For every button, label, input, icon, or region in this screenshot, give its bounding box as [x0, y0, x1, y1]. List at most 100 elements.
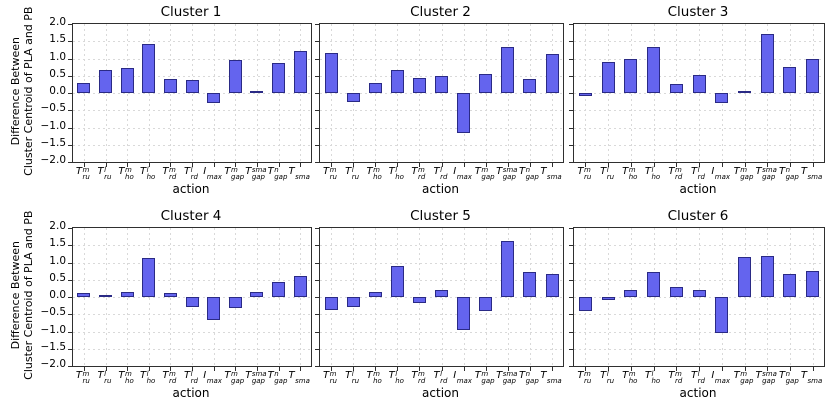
gridline-v	[300, 228, 302, 366]
gridline-v	[812, 24, 814, 162]
x-tick-mark	[585, 367, 587, 371]
x-tick-superscript: m	[125, 370, 132, 378]
bar	[228, 60, 242, 93]
x-tick-mark	[653, 163, 655, 167]
bar	[293, 275, 307, 297]
y-tick-label: −1.0	[40, 119, 67, 132]
x-tick-base: T	[345, 166, 352, 177]
x-tick-scripts: max	[207, 378, 222, 385]
x-tick-base: I	[711, 166, 715, 177]
x-tick-subscript: rd	[190, 173, 198, 181]
bar	[479, 74, 493, 93]
y-axis-label: Difference Between Cluster Centroid of PL…	[9, 0, 35, 201]
x-tick-base: T	[622, 166, 629, 177]
x-tick-superscript: n	[525, 370, 531, 378]
x-tick-subscript: rd	[674, 173, 683, 181]
gridline-v	[300, 24, 302, 162]
x-tick-subscript: ho	[373, 173, 382, 181]
gridline-v	[192, 24, 193, 162]
x-tick-superscript: l	[104, 166, 107, 174]
x-tick-base: T	[668, 166, 675, 177]
gridline-v	[767, 24, 769, 162]
x-tick-mark	[608, 163, 610, 167]
x-tick-mark	[653, 367, 655, 371]
bar	[272, 281, 285, 297]
y-tick-mark	[68, 58, 72, 60]
bar	[77, 292, 91, 297]
x-tick-superscript: m	[628, 370, 636, 378]
x-tick-base: T	[323, 370, 330, 381]
bar	[692, 290, 706, 297]
y-tick-mark	[569, 314, 573, 316]
x-tick-base: T	[600, 370, 607, 381]
x-tick-scripts: m rd	[169, 371, 176, 385]
x-tick-mark	[127, 367, 129, 371]
y-tick-mark	[569, 245, 573, 247]
y-tick-mark	[569, 366, 573, 367]
x-tick-superscript: m	[82, 166, 90, 174]
x-tick-subscript: ho	[125, 173, 134, 181]
x-tick-mark	[170, 367, 172, 371]
y-tick-mark	[315, 127, 319, 129]
x-tick-base: T	[184, 370, 191, 381]
x-tick-subscript: gap	[481, 377, 495, 385]
x-tick-base: T	[691, 370, 698, 381]
x-tick-scripts: l ru	[104, 371, 111, 385]
x-tick-superscript: m	[481, 166, 489, 174]
x-tick-mark	[441, 367, 443, 371]
x-tick-base: T	[140, 166, 147, 177]
x-tick-base: T	[388, 166, 395, 177]
x-tick-superscript: n	[525, 166, 531, 174]
x-tick-scripts: l ru	[607, 167, 614, 181]
x-tick-base: I	[453, 370, 457, 381]
bar	[806, 58, 820, 93]
x-tick-mark	[105, 163, 107, 167]
y-axis-label: Difference Between Cluster Centroid of PL…	[9, 185, 35, 405]
x-tick-mark	[331, 163, 332, 167]
y-tick-label: −2.0	[40, 358, 67, 370]
x-tick-mark	[485, 367, 487, 371]
x-tick-base: T	[474, 166, 481, 177]
y-tick-mark	[315, 228, 319, 229]
y-tick-mark	[569, 41, 573, 43]
x-tick-subscript: ru	[329, 173, 337, 181]
bar	[390, 69, 404, 93]
x-tick-superscript: m	[231, 370, 238, 378]
bar	[738, 91, 751, 93]
bar	[324, 53, 338, 93]
x-tick-subscript: ru	[606, 377, 615, 385]
x-tick-scripts: m ho	[125, 167, 134, 181]
x-tick-scripts: sma gap	[503, 167, 518, 181]
x-tick-mark	[529, 367, 531, 371]
plot-area	[68, 227, 312, 371]
bar	[250, 291, 264, 297]
x-tick-scripts: l ho	[395, 167, 404, 181]
bar	[185, 297, 199, 308]
x-axis-label: action	[172, 386, 210, 400]
x-tick-base: T	[691, 166, 698, 177]
bar	[669, 84, 683, 93]
bar	[293, 50, 307, 93]
x-tick-scripts: n gap	[526, 371, 539, 385]
x-tick-superscript: sma	[502, 166, 518, 174]
subplot-title: Cluster 4	[160, 208, 222, 224]
x-tick-mark	[278, 367, 280, 371]
